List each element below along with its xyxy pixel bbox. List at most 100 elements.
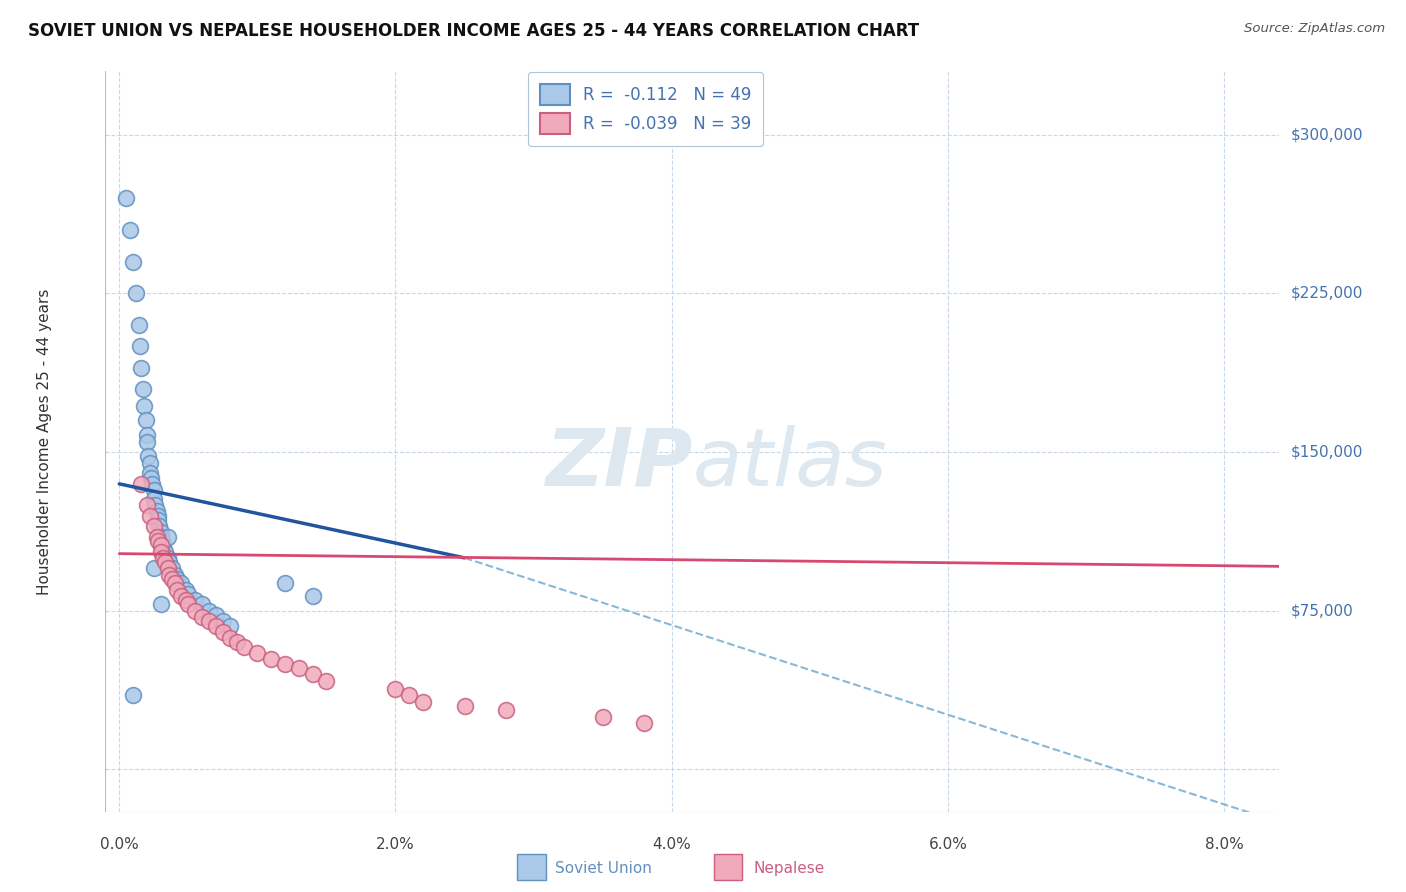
Text: atlas: atlas — [692, 425, 887, 503]
Point — [135, 434, 157, 449]
Point — [131, 476, 153, 491]
Point — [174, 593, 197, 607]
Bar — [714, 854, 742, 880]
Point — [152, 538, 174, 552]
Point — [145, 504, 167, 518]
Point — [592, 709, 614, 723]
Point — [260, 652, 283, 666]
Point — [143, 498, 166, 512]
Text: 8.0%: 8.0% — [1205, 837, 1243, 852]
Point — [120, 223, 142, 237]
Point — [157, 567, 180, 582]
Point — [149, 525, 172, 540]
Point — [301, 667, 323, 681]
Point — [191, 598, 214, 612]
Point — [274, 576, 297, 591]
Point — [146, 533, 169, 548]
Text: Source: ZipAtlas.com: Source: ZipAtlas.com — [1244, 22, 1385, 36]
Point — [156, 550, 179, 565]
Point — [166, 572, 188, 586]
Point — [153, 555, 176, 569]
Point — [149, 538, 172, 552]
Point — [142, 561, 165, 575]
Point — [135, 498, 157, 512]
Point — [211, 624, 233, 639]
Point — [160, 561, 183, 575]
Point — [453, 698, 475, 713]
Point — [138, 456, 160, 470]
Point — [184, 593, 207, 607]
Point — [218, 632, 240, 646]
Point — [142, 491, 165, 506]
Point — [152, 550, 174, 565]
Point — [134, 399, 156, 413]
Text: ZIP: ZIP — [546, 425, 692, 503]
Point — [122, 689, 145, 703]
Point — [142, 519, 165, 533]
Text: SOVIET UNION VS NEPALESE HOUSEHOLDER INCOME AGES 25 - 44 YEARS CORRELATION CHART: SOVIET UNION VS NEPALESE HOUSEHOLDER INC… — [28, 22, 920, 40]
Text: $225,000: $225,000 — [1291, 286, 1362, 301]
Text: Nepalese: Nepalese — [754, 861, 825, 876]
Text: 2.0%: 2.0% — [377, 837, 415, 852]
Point — [139, 470, 162, 484]
Point — [136, 450, 159, 464]
Point — [170, 589, 193, 603]
Point — [148, 519, 170, 533]
Point — [384, 681, 406, 696]
Point — [146, 513, 169, 527]
Point — [128, 318, 150, 333]
Point — [198, 604, 221, 618]
Point — [160, 572, 183, 586]
Point — [138, 508, 160, 523]
Point — [129, 339, 152, 353]
Point — [170, 576, 193, 591]
Point — [157, 555, 180, 569]
Point — [131, 360, 153, 375]
Point — [153, 544, 176, 558]
Point — [142, 483, 165, 498]
Point — [177, 587, 200, 601]
Point — [301, 589, 323, 603]
Point — [232, 640, 254, 654]
Point — [205, 618, 228, 632]
Point — [146, 508, 169, 523]
Bar — [517, 854, 546, 880]
Point — [315, 673, 337, 688]
Text: 4.0%: 4.0% — [652, 837, 692, 852]
Point — [156, 561, 179, 575]
Point — [288, 661, 311, 675]
Point — [122, 254, 145, 268]
Point — [150, 533, 173, 548]
Point — [135, 428, 157, 442]
Text: $300,000: $300,000 — [1291, 128, 1362, 143]
Point — [191, 610, 214, 624]
Legend: R =  -0.112   N = 49, R =  -0.039   N = 39: R = -0.112 N = 49, R = -0.039 N = 39 — [529, 72, 763, 146]
Point — [163, 576, 186, 591]
Point — [218, 618, 240, 632]
Point — [412, 695, 434, 709]
Point — [125, 286, 148, 301]
Point — [246, 646, 269, 660]
Point — [198, 615, 221, 629]
Text: 6.0%: 6.0% — [928, 837, 967, 852]
Point — [633, 715, 655, 730]
Point — [225, 635, 247, 649]
Point — [177, 598, 200, 612]
Point — [149, 544, 172, 558]
Point — [132, 382, 155, 396]
Point — [138, 467, 160, 481]
Point — [184, 604, 207, 618]
Text: Householder Income Ages 25 - 44 years: Householder Income Ages 25 - 44 years — [37, 288, 52, 595]
Point — [145, 530, 167, 544]
Point — [174, 582, 197, 597]
Point — [163, 567, 186, 582]
Point — [149, 530, 172, 544]
Point — [115, 191, 138, 205]
Point — [205, 607, 228, 622]
Text: $150,000: $150,000 — [1291, 444, 1362, 459]
Point — [495, 703, 517, 717]
Point — [156, 530, 179, 544]
Point — [166, 582, 188, 597]
Point — [398, 689, 420, 703]
Point — [141, 476, 163, 491]
